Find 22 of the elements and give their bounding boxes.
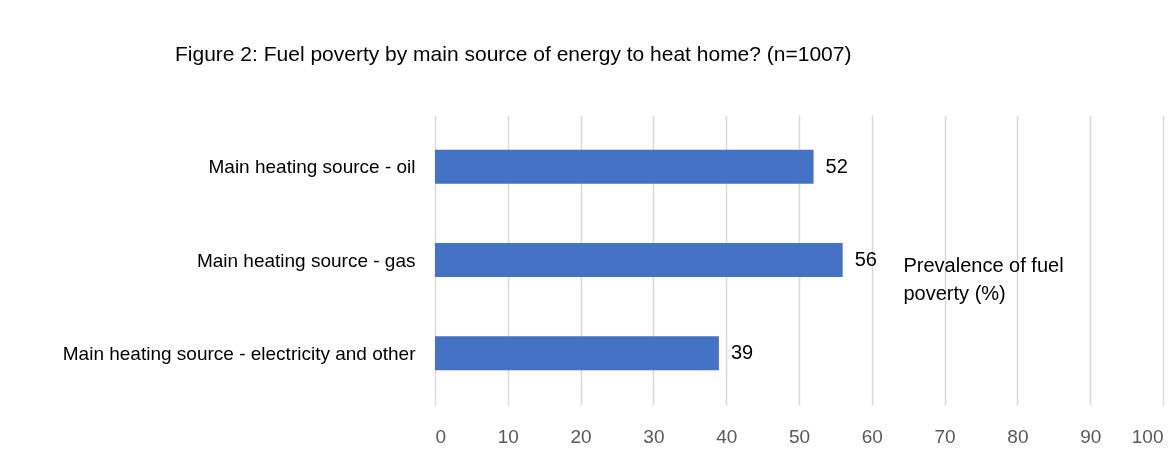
y-tick-label: Main heating source - oil (208, 156, 416, 178)
data-label: 39 (730, 341, 754, 364)
bar (435, 149, 814, 184)
x-tick-label: 100 (1131, 425, 1164, 447)
y-tick-label: Main heating source - gas (196, 249, 416, 271)
bar (435, 243, 843, 277)
x-tick-label: 30 (643, 425, 665, 447)
x-axis-title: Prevalence of fuel poverty (%) (903, 253, 1064, 304)
x-tick-label: 50 (788, 425, 811, 447)
chart-title: Figure 2: Fuel poverty by main source of energy to heat home? (n=1007) (175, 42, 852, 65)
x-tick-label: 0 (435, 425, 447, 447)
x-tick-label: 60 (861, 425, 883, 447)
data-label: 52 (825, 154, 848, 177)
x-tick-label: 80 (1007, 425, 1029, 447)
x-tick-label: 40 (716, 425, 738, 447)
x-tick-label: 70 (934, 425, 956, 447)
x-tick-label: 20 (570, 425, 592, 447)
x-tick-label: 10 (497, 425, 519, 447)
bar (435, 336, 719, 371)
data-label: 56 (854, 248, 877, 270)
x-tick-label: 90 (1080, 425, 1102, 447)
y-tick-label: Main heating source - electricity and other (62, 342, 417, 364)
